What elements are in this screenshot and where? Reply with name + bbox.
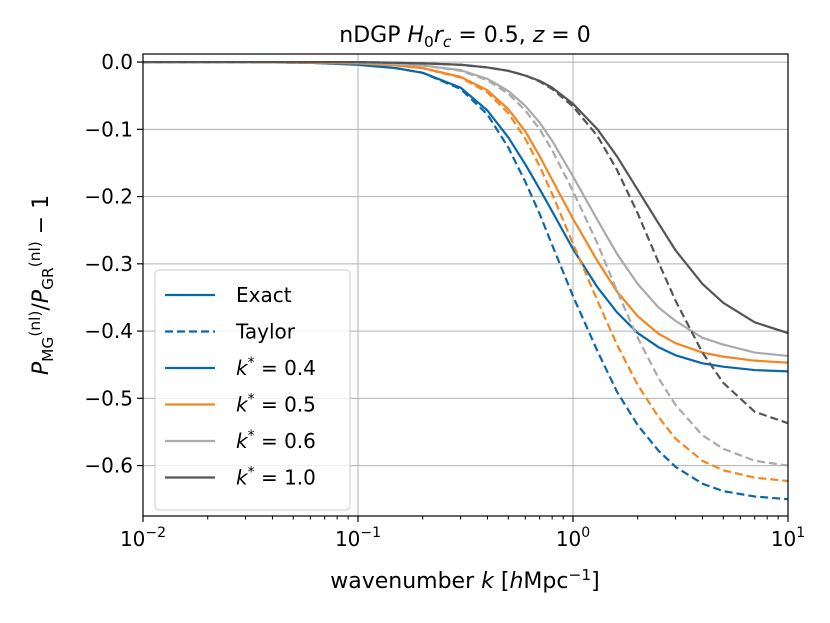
text-part: / (29, 303, 54, 311)
series-line (143, 60, 788, 501)
axis-ticks: 0.0−0.1−0.2−0.3−0.4−0.5−0.610−2 10−1 100 10… (84, 50, 805, 551)
text-part: r (434, 23, 445, 48)
y-tick-label: −0.1 (84, 117, 133, 141)
x-tick-base: 10 (771, 527, 796, 551)
x-tick-exponent: −2 (145, 525, 166, 541)
text-part: * (248, 465, 255, 481)
text-part: (nl) (26, 311, 44, 337)
x-tick-label: 10−1 (335, 525, 381, 551)
text-part: ] (591, 569, 600, 594)
text-part: MG (39, 337, 57, 362)
y-tick-label: −0.5 (84, 386, 133, 410)
x-tick-label: 10−2 (120, 525, 166, 551)
text-part: H (407, 23, 424, 48)
legend-label: Taylor (235, 320, 296, 344)
series-line (143, 60, 788, 425)
y-tick-label: −0.6 (84, 454, 133, 478)
text-part: [ (494, 569, 510, 594)
text-part: z (532, 23, 545, 48)
text-part: k (236, 356, 249, 380)
text-part: wavenumber (330, 569, 481, 594)
legend-label: k* = 0.4 (236, 355, 316, 380)
legend-label: k* = 0.5 (236, 392, 316, 417)
x-tick-label: 100 (556, 525, 590, 551)
x-tick-base: 10 (335, 527, 360, 551)
text-part: k (481, 569, 495, 594)
text-part: = 0.6 (255, 429, 316, 453)
text-part: * (248, 392, 255, 408)
text-part: Mpc (523, 569, 568, 594)
y-tick-label: −0.4 (84, 319, 133, 343)
legend-box (154, 269, 351, 511)
x-tick-label: 101 (771, 525, 805, 551)
text-part: Exact (236, 283, 292, 307)
text-part: h (509, 569, 523, 594)
text-part: c (443, 33, 452, 51)
legend-label: Exact (236, 283, 292, 307)
plot-area: 0.0−0.1−0.2−0.3−0.4−0.5−0.610−2 10−1 100 10… (84, 50, 805, 551)
y-tick-label: −0.2 (84, 185, 133, 209)
text-part: = 0.5 (255, 393, 316, 417)
text-part: Taylor (235, 320, 296, 344)
legend-label: k* = 1.0 (236, 465, 316, 490)
text-part: k (236, 429, 249, 453)
text-part: k (236, 466, 249, 490)
text-part: P (29, 289, 54, 303)
text-part: −1 (568, 566, 591, 584)
text-part: GR (39, 267, 57, 290)
text-part: = 0 (544, 23, 590, 48)
text-part: = 1.0 (255, 466, 316, 490)
x-tick-exponent: 1 (796, 525, 805, 541)
y-tick-label: −0.3 (84, 252, 133, 276)
text-part: − 1 (29, 195, 54, 241)
x-tick-exponent: −1 (360, 525, 381, 541)
x-tick-exponent: 0 (581, 525, 590, 541)
x-tick-base: 10 (556, 527, 581, 551)
text-part: = 0.4 (255, 356, 316, 380)
y-tick-label: 0.0 (101, 50, 133, 74)
chart-title: nDGP H0rc = 0.5, z = 0 (339, 23, 590, 51)
x-tick-base: 10 (120, 527, 145, 551)
text-part: * (248, 355, 255, 371)
text-part: P (29, 361, 54, 375)
legend-label: k* = 0.6 (236, 428, 316, 453)
x-axis-label: wavenumber k [hMpc−1] (330, 566, 600, 594)
series-group (143, 60, 788, 501)
text-part: nDGP (339, 23, 407, 48)
text-part: * (248, 428, 255, 444)
plot-frame (142, 53, 789, 517)
text-part: = 0.5, (451, 23, 532, 48)
y-axis-label: PMG(nl)/PGR(nl) − 1 (26, 195, 57, 375)
text-part: k (236, 393, 249, 417)
text-part: 0 (424, 33, 434, 51)
text-part: (nl) (26, 241, 44, 267)
